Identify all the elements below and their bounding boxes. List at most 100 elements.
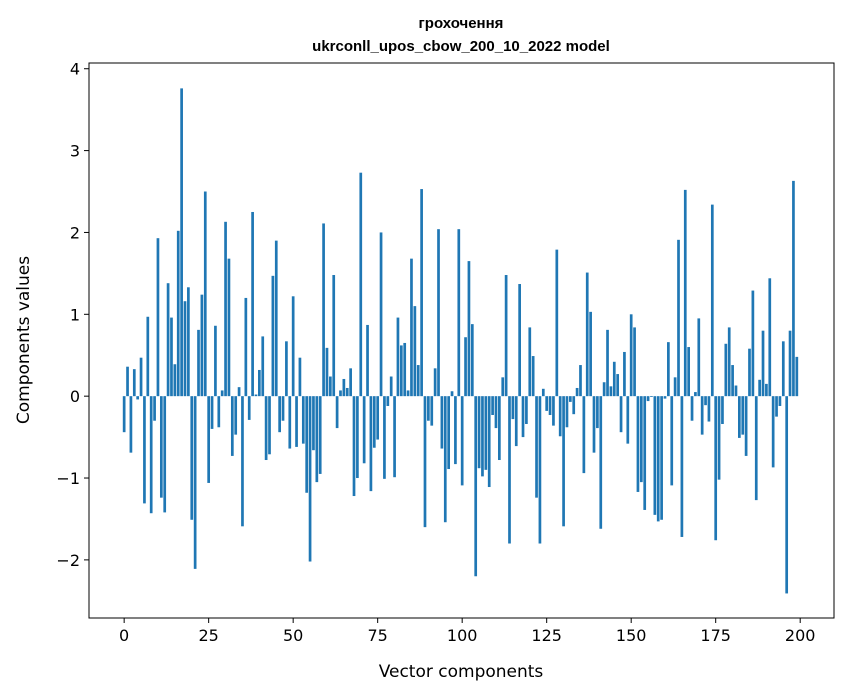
bar-18 xyxy=(183,301,187,397)
bar-157 xyxy=(653,396,657,515)
bar-185 xyxy=(748,348,751,397)
bar-156 xyxy=(650,396,653,397)
bar-99 xyxy=(457,229,461,397)
bar-97 xyxy=(450,391,454,397)
x-tick-label: 150 xyxy=(616,626,647,645)
bar-34 xyxy=(237,387,241,397)
bar-101 xyxy=(464,337,467,397)
bar-36 xyxy=(244,297,248,397)
bar-175 xyxy=(714,396,718,541)
bar-48 xyxy=(285,341,288,397)
bar-47 xyxy=(281,396,285,421)
bar-188 xyxy=(758,379,761,397)
bar-133 xyxy=(572,396,576,415)
bar-139 xyxy=(592,396,596,453)
bar-14 xyxy=(170,317,173,397)
bar-198 xyxy=(792,180,795,397)
bar-88 xyxy=(420,189,423,397)
bar-58 xyxy=(318,396,322,474)
bar-57 xyxy=(315,396,319,483)
bar-66 xyxy=(345,387,349,397)
bar-78 xyxy=(386,396,390,406)
bar-11 xyxy=(159,396,163,498)
bar-143 xyxy=(606,329,609,397)
bar-1 xyxy=(126,366,129,397)
bar-70 xyxy=(359,172,363,397)
x-axis-label: Vector components xyxy=(379,662,544,682)
y-tick-label: 2 xyxy=(70,223,80,242)
bar-39 xyxy=(254,394,258,397)
bar-181 xyxy=(734,385,738,397)
bar-40 xyxy=(258,369,261,397)
bar-126 xyxy=(548,396,552,415)
bar-69 xyxy=(356,396,359,479)
bar-192 xyxy=(771,396,775,468)
bar-115 xyxy=(511,396,515,420)
bar-136 xyxy=(582,396,586,474)
bar-199 xyxy=(795,356,799,397)
bar-197 xyxy=(788,330,792,397)
bar-31 xyxy=(227,258,231,397)
bar-89 xyxy=(423,396,427,528)
bar-96 xyxy=(447,396,451,470)
bar-114 xyxy=(508,396,511,544)
bar-112 xyxy=(501,377,505,397)
bar-62 xyxy=(332,275,336,397)
bar-116 xyxy=(514,396,518,447)
bar-29 xyxy=(220,390,224,397)
x-tick-label: 175 xyxy=(700,626,731,645)
bar-21 xyxy=(193,396,197,569)
bar-52 xyxy=(298,357,302,397)
bar-107 xyxy=(484,396,488,470)
bar-102 xyxy=(467,261,471,397)
bar-186 xyxy=(751,290,755,397)
bar-6 xyxy=(143,396,146,504)
bar-171 xyxy=(700,396,704,435)
bar-93 xyxy=(437,229,440,397)
bar-170 xyxy=(697,318,701,397)
bar-138 xyxy=(589,311,592,397)
x-tick-label: 125 xyxy=(531,626,562,645)
bar-111 xyxy=(498,396,501,461)
bar-3 xyxy=(132,369,136,397)
bar-129 xyxy=(558,396,562,437)
bar-113 xyxy=(504,275,508,397)
bar-159 xyxy=(660,396,663,520)
bar-119 xyxy=(525,396,528,424)
y-tick-label: −2 xyxy=(56,551,80,570)
bar-193 xyxy=(775,396,778,417)
x-tick-label: 75 xyxy=(367,626,387,645)
bar-167 xyxy=(687,347,691,397)
bar-79 xyxy=(389,376,393,397)
bar-64 xyxy=(339,390,342,397)
y-tick-label: 3 xyxy=(70,142,80,161)
bar-10 xyxy=(156,238,160,397)
bar-178 xyxy=(724,343,728,397)
bar-22 xyxy=(197,329,200,397)
bar-152 xyxy=(636,396,640,492)
bar-37 xyxy=(247,396,251,420)
bar-189 xyxy=(761,330,765,397)
bar-4 xyxy=(136,396,140,400)
bar-155 xyxy=(646,396,650,402)
bar-153 xyxy=(639,396,643,483)
bar-23 xyxy=(200,294,204,397)
bar-95 xyxy=(443,396,447,523)
bar-72 xyxy=(366,324,369,397)
bar-15 xyxy=(173,364,177,397)
bar-0 xyxy=(122,396,126,433)
bar-91 xyxy=(430,396,434,426)
y-tick-label: 4 xyxy=(70,60,80,79)
bar-27 xyxy=(214,325,217,397)
bar-80 xyxy=(393,396,396,478)
bar-179 xyxy=(727,327,731,397)
bar-56 xyxy=(312,396,315,451)
bar-76 xyxy=(379,232,383,397)
x-tick-label: 50 xyxy=(283,626,303,645)
bar-145 xyxy=(612,361,616,397)
bar-42 xyxy=(264,396,268,461)
bar-50 xyxy=(291,296,295,397)
x-tick-label: 200 xyxy=(785,626,816,645)
bar-81 xyxy=(396,317,400,397)
